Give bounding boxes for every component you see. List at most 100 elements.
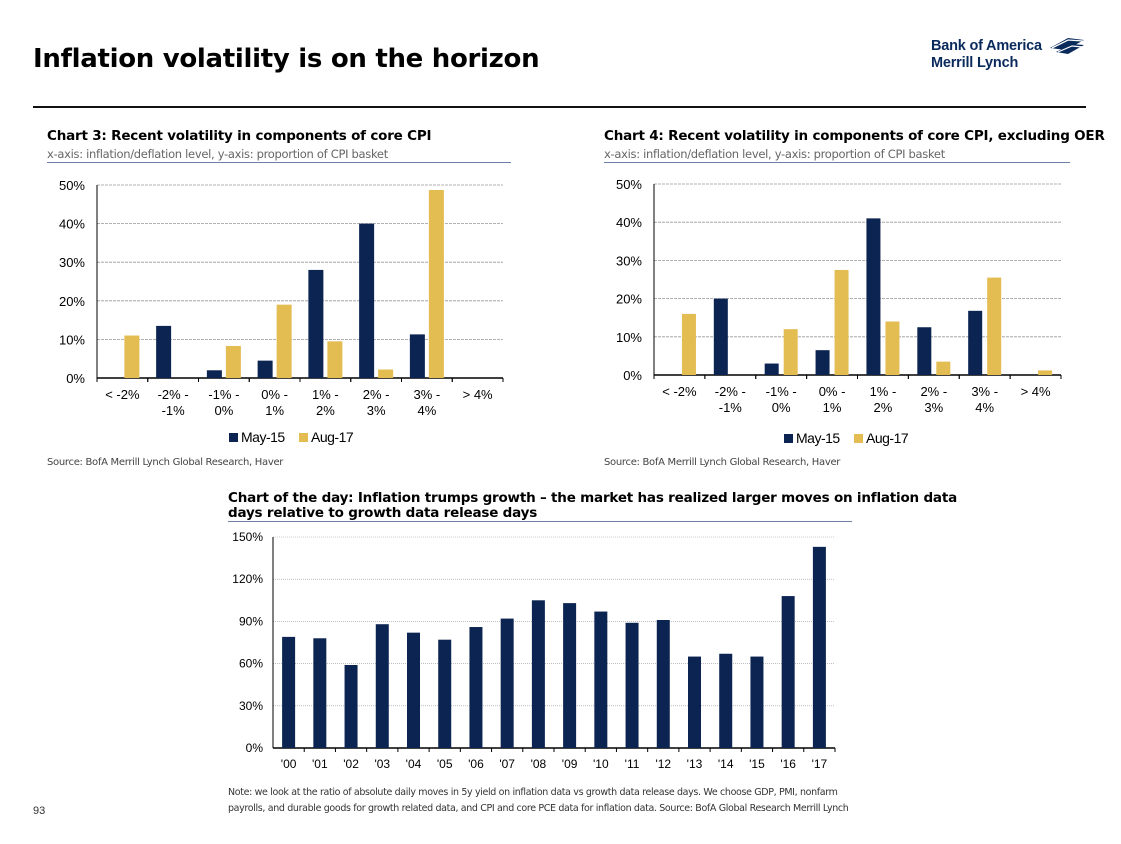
- chart4-rule: [604, 162, 1070, 163]
- chartday-title-line2: days relative to growth data release day…: [228, 505, 538, 521]
- chart3-ytick-label: 40%: [59, 217, 85, 232]
- chart3-source: Source: BofA Merrill Lynch Global Resear…: [47, 457, 284, 468]
- chart3-ytick-label: 30%: [59, 255, 85, 270]
- chart4-ytick-label: 20%: [616, 292, 642, 307]
- chartday-bar: [500, 618, 514, 748]
- chart3-bar-may-15: [409, 334, 425, 378]
- page-title: Inflation volatility is on the horizon: [33, 44, 540, 74]
- chart3-legend-label: Aug-17: [311, 429, 354, 445]
- chartday-x-label: '17: [812, 757, 828, 771]
- logo-line2: Merrill Lynch: [931, 55, 1019, 71]
- chart4-bar-aug-17: [885, 321, 900, 375]
- chartday-x-label: '15: [749, 757, 765, 771]
- chartday-svg: 0% 30% 60% 90% 120% 150% '00 '01 '02 '03 '04 '05 '06…: [232, 530, 836, 771]
- chart4-legend-swatch: [784, 434, 793, 443]
- chartday-bar: [344, 665, 358, 748]
- chart3-x-label: < -2%: [105, 387, 140, 402]
- chartday-x-label: '06: [468, 757, 484, 771]
- chart4-ytick-label: 0%: [623, 368, 642, 383]
- title-divider: [33, 106, 1086, 108]
- chartday-bar: [469, 627, 483, 748]
- note-line1: Note: we look at the ratio of absolute d…: [228, 787, 838, 798]
- chart3-legend-swatch: [229, 433, 238, 442]
- chart3-legend-swatch: [299, 433, 308, 442]
- chart4-ytick-label: 40%: [616, 215, 642, 230]
- chart4-legend-label: Aug-17: [866, 430, 909, 446]
- chart3-x-label: 1%: [265, 403, 284, 418]
- chart3-bar-aug-17: [225, 345, 241, 378]
- chart3-x-label: 0% -: [261, 387, 288, 402]
- flag-icon: [1050, 36, 1084, 54]
- chartday-x-label: '16: [780, 757, 796, 771]
- chart4-x-label: 4%: [975, 400, 994, 415]
- chart3-x-label: 1% -: [312, 387, 339, 402]
- logo-line1: Bank of America: [931, 38, 1042, 54]
- chartday-ytick-label: 60%: [239, 657, 263, 671]
- chart4-x-label: < -2%: [662, 384, 697, 399]
- chart4-subtitle: x-axis: inflation/deflation level, y-axi…: [604, 147, 945, 161]
- chart4-bar-may-15: [866, 218, 881, 375]
- chart3-x-label: 2%: [316, 403, 335, 418]
- chartday-ytick-label: 0%: [246, 741, 264, 755]
- chart3-x-label: -1%: [162, 403, 186, 418]
- chartday-x-label: '07: [499, 757, 515, 771]
- chart4-bar-aug-17: [834, 269, 849, 375]
- chartday-bar: [812, 546, 826, 748]
- chart4-bar-aug-17: [681, 313, 696, 375]
- chartday-bar: [625, 622, 639, 748]
- chart4-x-label: -1% -: [766, 384, 797, 399]
- chart4-bar-aug-17: [783, 329, 798, 375]
- chart4-legend-swatch: [854, 434, 863, 443]
- chart4-bar-may-15: [815, 350, 830, 375]
- chart4-x-label: 0% -: [819, 384, 846, 399]
- chart4-bar-may-15: [968, 310, 983, 375]
- chart4-ytick-label: 50%: [616, 177, 642, 192]
- chart3-bar-may-15: [206, 370, 222, 378]
- chart4-bar-may-15: [917, 327, 932, 375]
- chart3-bar-aug-17: [276, 304, 292, 378]
- chartday-x-label: '10: [593, 757, 609, 771]
- chartday-bar: [719, 653, 733, 748]
- chartday-ytick-label: 150%: [232, 530, 263, 544]
- chart3-x-label: -1% -: [208, 387, 239, 402]
- chartday-x-label: '09: [562, 757, 578, 771]
- chartday-x-label: '11: [625, 757, 640, 771]
- chartday-bar: [531, 600, 545, 748]
- chart3-svg: 0%10%20%30%40%50%< -2% -2% --1%-1% -0%0% …: [59, 178, 504, 445]
- chartday-ytick-label: 30%: [239, 699, 263, 713]
- chart3-title: Chart 3: Recent volatility in components…: [47, 128, 432, 144]
- chart3-x-label: 3%: [367, 403, 386, 418]
- chart4-x-label: 2%: [874, 400, 893, 415]
- chart4-x-label: > 4%: [1021, 384, 1051, 399]
- chart4-bar-may-15: [713, 298, 728, 375]
- chartday-bar: [688, 656, 701, 748]
- chartday-x-label: '13: [687, 757, 703, 771]
- chartday-rule: [228, 521, 852, 522]
- chart3-bar-may-15: [257, 360, 273, 378]
- chart3-x-label: 4%: [417, 403, 436, 418]
- chartday-x-label: '12: [655, 757, 671, 771]
- chartday-x-label: '14: [718, 757, 734, 771]
- page-number: 93: [33, 805, 46, 817]
- chart3-ytick-label: 10%: [59, 332, 85, 347]
- chart3-bar-aug-17: [124, 335, 140, 378]
- chart4-ytick-label: 10%: [616, 330, 642, 345]
- chart4-x-label: 2% -: [920, 384, 947, 399]
- chart3-x-label: -2% -: [158, 387, 189, 402]
- chartday-bar: [313, 638, 327, 748]
- chart3-legend-label: May-15: [241, 429, 285, 445]
- chart3-bar-may-15: [359, 223, 375, 378]
- chart4-ytick-label: 30%: [616, 253, 642, 268]
- chartday-bar: [781, 596, 795, 748]
- note-line2: payrolls, and durable goods for growth r…: [228, 803, 849, 814]
- chartday-x-label: '02: [343, 757, 359, 771]
- chart3-x-label: 3% -: [414, 387, 441, 402]
- chart4-bar-aug-17: [1038, 370, 1053, 375]
- chart3-bar-may-15: [308, 269, 324, 378]
- chart3-bar-aug-17: [428, 190, 444, 378]
- chart4-x-label: -1%: [719, 400, 743, 415]
- chartday-bar: [282, 636, 296, 748]
- chart3-x-label: > 4%: [463, 387, 493, 402]
- chartday-bar: [407, 632, 420, 748]
- chart3-bar-aug-17: [327, 341, 343, 378]
